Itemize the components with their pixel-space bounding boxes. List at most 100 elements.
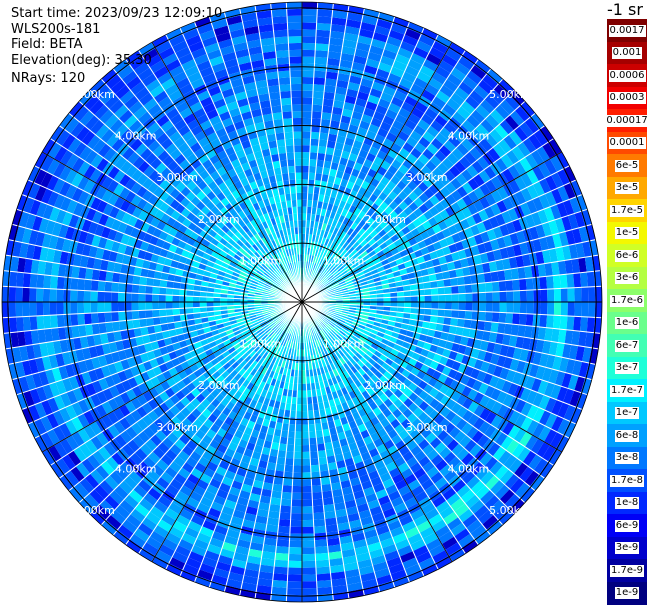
range-gate xyxy=(542,340,552,355)
range-gate xyxy=(346,360,354,369)
range-gate xyxy=(338,473,350,483)
range-gate xyxy=(131,310,140,320)
range-gate xyxy=(477,349,487,361)
range-gate xyxy=(473,391,485,405)
range-gate xyxy=(467,388,479,401)
range-gate xyxy=(362,329,371,337)
range-gate xyxy=(557,329,567,344)
range-gate xyxy=(574,376,586,393)
range-gate xyxy=(404,563,422,576)
range-gate xyxy=(391,434,403,445)
range-gate xyxy=(517,446,531,463)
range-gate xyxy=(345,343,353,351)
range-gate xyxy=(435,363,446,374)
range-gate xyxy=(386,366,396,375)
range-gate xyxy=(321,490,333,499)
range-gate xyxy=(312,90,325,99)
range-gate xyxy=(353,332,362,340)
range-gate xyxy=(376,466,389,477)
range-gate xyxy=(324,326,331,333)
range-gate xyxy=(428,513,444,527)
range-gate xyxy=(435,500,451,514)
range-gate xyxy=(374,370,384,380)
range-gate xyxy=(311,104,323,113)
range-gate xyxy=(464,439,477,453)
range-gate xyxy=(397,544,413,557)
range-gate xyxy=(286,152,295,160)
range-gate xyxy=(479,394,491,408)
range-gate xyxy=(326,313,334,318)
range-gate xyxy=(519,466,534,483)
range-gate xyxy=(347,588,365,599)
range-gate xyxy=(70,302,78,315)
range-gate xyxy=(476,434,490,448)
ray-separator xyxy=(301,301,602,319)
range-gate xyxy=(302,492,313,500)
range-gate xyxy=(302,444,310,452)
ray-separator xyxy=(301,301,577,425)
range-gate xyxy=(446,438,460,452)
ray xyxy=(301,301,583,425)
range-gate xyxy=(397,302,405,308)
range-gate xyxy=(179,295,187,302)
ray xyxy=(301,301,410,588)
range-gate xyxy=(292,479,302,487)
range-gate xyxy=(345,575,362,585)
range-gate xyxy=(368,447,380,458)
range-gate xyxy=(407,569,425,583)
range-gate xyxy=(56,289,64,302)
range-gate xyxy=(345,506,359,516)
range-gate xyxy=(282,485,293,493)
range-gate xyxy=(118,311,126,322)
range-gate xyxy=(422,532,439,546)
range-gate xyxy=(302,547,316,555)
range-gate xyxy=(324,517,338,526)
range-gate xyxy=(323,343,330,351)
range-gate xyxy=(495,332,505,345)
ray xyxy=(301,301,526,515)
range-gate xyxy=(450,498,466,512)
range-gate xyxy=(426,350,436,361)
range-gate xyxy=(321,351,327,360)
range-gate xyxy=(346,582,363,592)
range-gate xyxy=(347,340,355,348)
range-gate xyxy=(342,325,350,332)
range-gate xyxy=(302,526,315,534)
range-gate xyxy=(329,330,336,338)
range-gate xyxy=(404,496,418,509)
range-gate xyxy=(388,374,398,385)
range-gate xyxy=(418,333,428,343)
range-gate xyxy=(186,295,194,302)
range-gate xyxy=(336,515,349,525)
range-gate xyxy=(341,486,354,496)
range-gate xyxy=(498,312,507,324)
range-gate xyxy=(365,492,378,504)
range-gate xyxy=(496,390,508,405)
range-gate xyxy=(314,317,321,324)
range-gate xyxy=(563,404,576,422)
range-gate xyxy=(294,438,302,446)
range-gate xyxy=(438,446,452,460)
ray xyxy=(302,301,602,318)
range-gate xyxy=(329,320,337,327)
range-gate xyxy=(342,362,351,371)
range-gate xyxy=(347,512,361,523)
range-gate xyxy=(470,480,486,495)
range-gate xyxy=(319,408,327,417)
range-gate xyxy=(306,390,312,398)
range-gate xyxy=(316,339,322,347)
range-gate xyxy=(379,383,389,394)
range-gate xyxy=(418,557,436,570)
ray-separator xyxy=(301,301,439,570)
range-gate xyxy=(159,309,167,317)
range-gate xyxy=(334,344,341,352)
range-gate xyxy=(324,442,334,451)
range-gate xyxy=(422,342,432,351)
range-gate xyxy=(432,425,444,437)
range-gate xyxy=(270,497,282,506)
range-gate xyxy=(290,513,302,521)
range-gate xyxy=(104,302,112,313)
range-gate xyxy=(483,351,493,364)
range-gate xyxy=(319,463,329,472)
range-gate xyxy=(338,340,346,348)
